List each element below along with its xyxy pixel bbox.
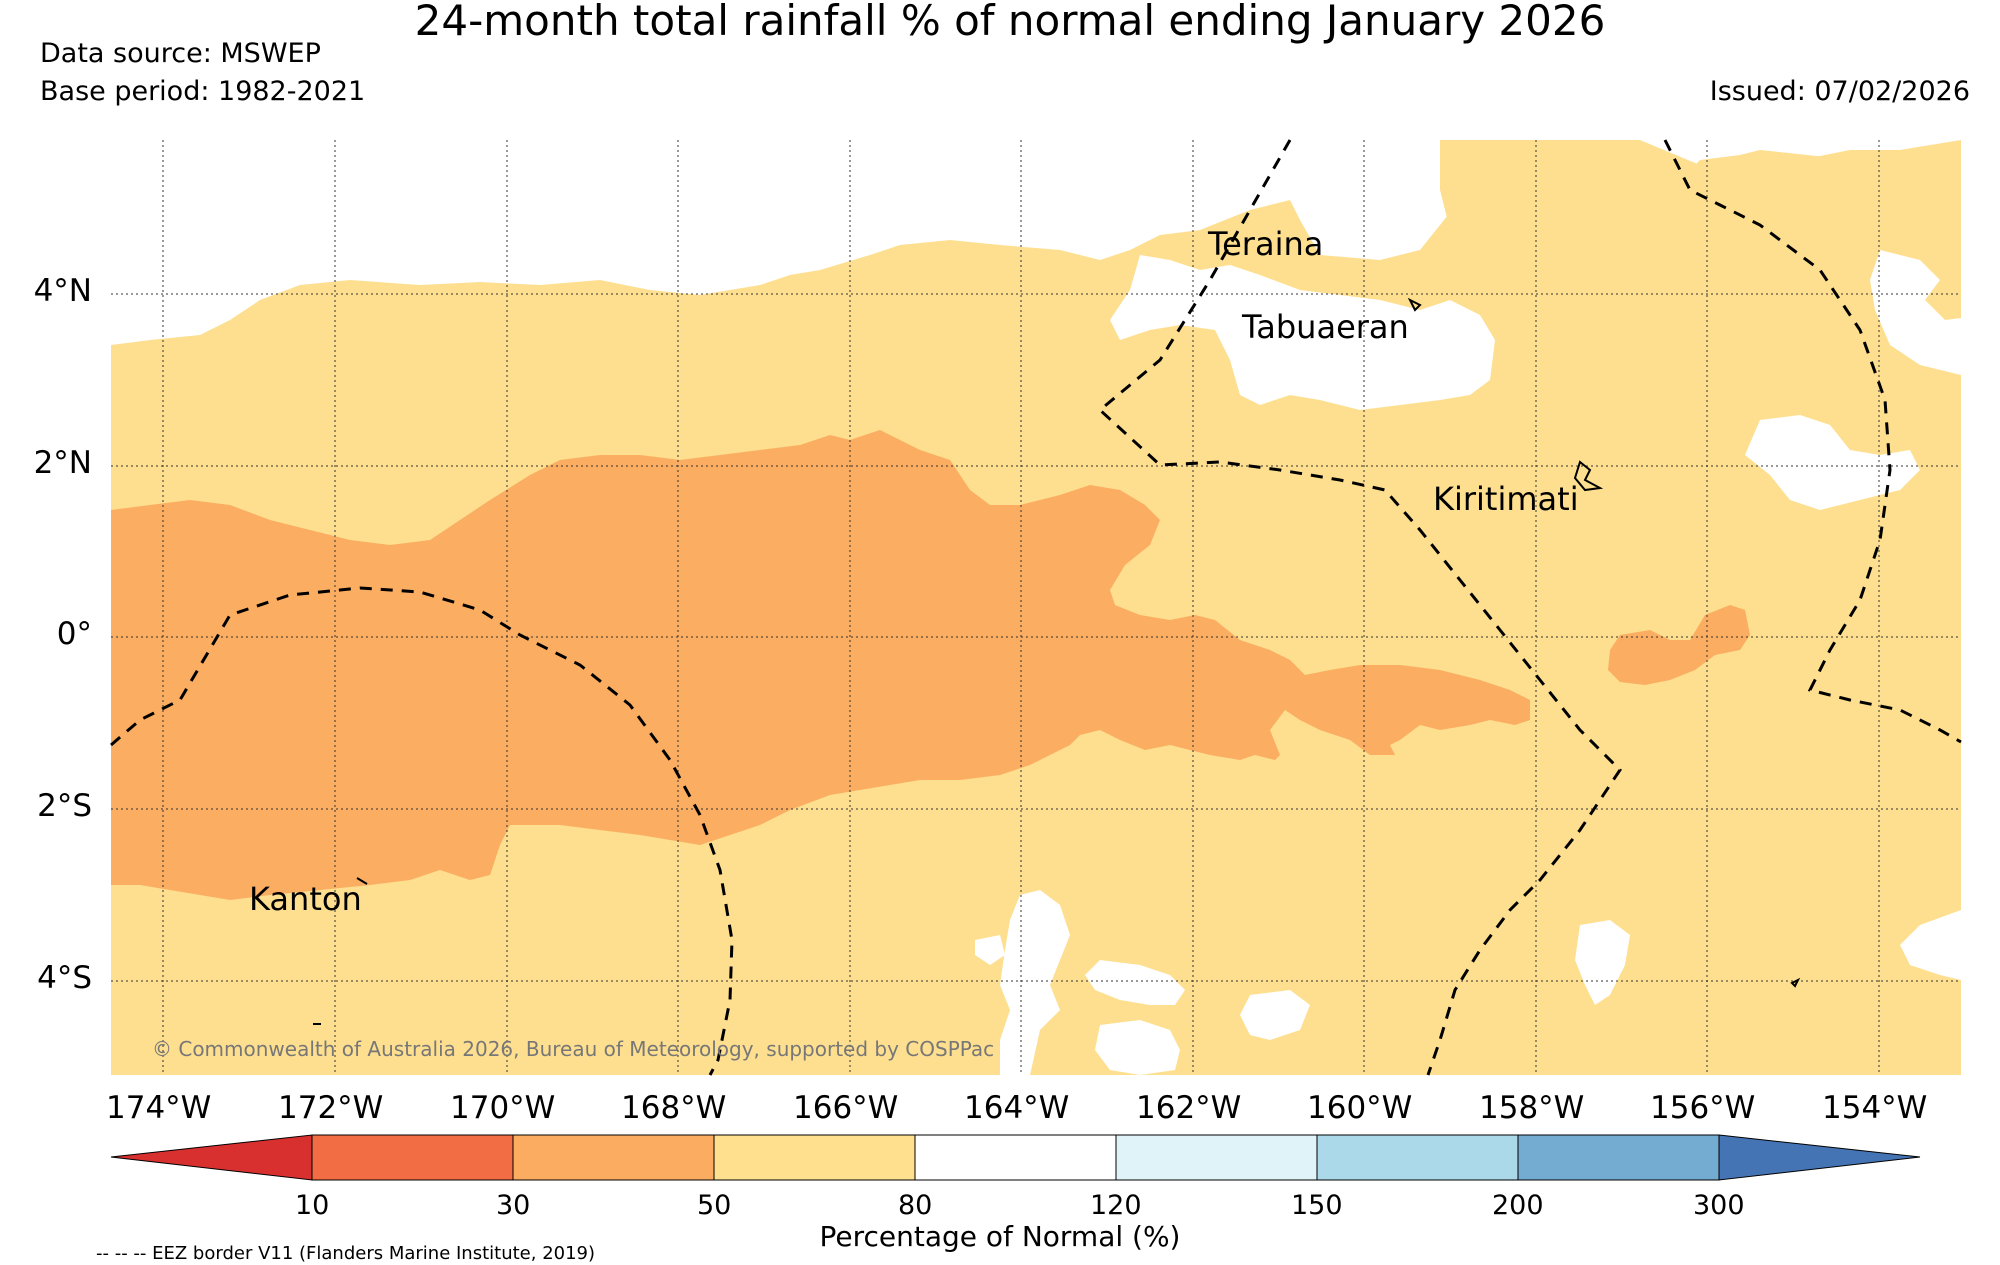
colorbar-segment-above-300	[1718, 1134, 1921, 1181]
colorbar-tick-120: 120	[1090, 1190, 1142, 1221]
copyright-note: © Commonwealth of Australia 2026, Bureau…	[152, 1037, 995, 1061]
colorbar-tick-150: 150	[1291, 1190, 1343, 1221]
place-label-teraina: Teraina	[1208, 225, 1324, 263]
lat-label-2n: 2°N	[33, 445, 92, 481]
white-blob-southeast	[1900, 910, 1961, 980]
colorbar-segment-30-50	[512, 1134, 715, 1181]
data-source: Data source: MSWEP	[40, 38, 321, 69]
place-label-kanton: Kanton	[249, 880, 362, 918]
grid	[111, 140, 1961, 1075]
white-region-north	[111, 140, 1961, 345]
lon-label-174w: 174°W	[106, 1090, 212, 1126]
colorbar-tick-80: 80	[898, 1190, 933, 1221]
colorbar-tick-300: 300	[1693, 1190, 1745, 1221]
lat-label-4n: 4°N	[33, 273, 92, 309]
eez-legend-note: -- -- -- EEZ border V11 (Flanders Marine…	[96, 1243, 596, 1264]
lat-label-4s: 4°S	[37, 960, 92, 996]
lat-label-0: 0°	[56, 616, 92, 652]
eez-borders	[110, 139, 1962, 1076]
lon-label-172w: 172°W	[278, 1090, 384, 1126]
lon-label-156w: 156°W	[1650, 1090, 1756, 1126]
colorbar-segment-150-200	[1316, 1134, 1519, 1181]
white-blob-south-5	[1575, 920, 1630, 1005]
lon-label-160w: 160°W	[1307, 1090, 1413, 1126]
colorbar-segment-50-80	[713, 1134, 916, 1181]
lat-label-2s: 2°S	[37, 788, 92, 824]
orange-blob-east	[1608, 605, 1750, 685]
islands	[313, 297, 1801, 1025]
white-blob-south-4	[1240, 990, 1310, 1040]
white-blob-south-6	[975, 935, 1005, 965]
white-blob-south-1	[1000, 890, 1070, 1075]
colorbar-title: Percentage of Normal (%)	[819, 1220, 1181, 1253]
white-blob-east	[1745, 415, 1920, 510]
colorbar-tick-50: 50	[697, 1190, 732, 1221]
colorbar-tick-10: 10	[295, 1190, 330, 1221]
colorbar-tick-30: 30	[496, 1190, 531, 1221]
lon-label-162w: 162°W	[1136, 1090, 1242, 1126]
yellow-northeast	[1440, 140, 1961, 270]
lon-label-170w: 170°W	[450, 1090, 556, 1126]
lon-label-166w: 166°W	[793, 1090, 899, 1126]
lon-label-164w: 164°W	[964, 1090, 1070, 1126]
map-title: 24-month total rainfall % of normal endi…	[414, 0, 1606, 45]
place-label-tabuaeran: Tabuaeran	[1242, 308, 1409, 346]
colorbar-segment-120-150	[1115, 1134, 1318, 1181]
white-blob-northeast	[1870, 250, 1961, 375]
lon-label-168w: 168°W	[621, 1090, 727, 1126]
base-period: Base period: 1982-2021	[40, 76, 366, 107]
colorbar	[110, 1134, 1921, 1181]
issued-date: Issued: 07/02/2026	[1709, 76, 1970, 107]
colorbar-segment-80-120	[914, 1134, 1117, 1181]
colorbar-tick-200: 200	[1492, 1190, 1544, 1221]
lon-label-158w: 158°W	[1479, 1090, 1585, 1126]
place-label-kiritimati: Kiritimati	[1433, 480, 1579, 518]
colorbar-segment-200-300	[1517, 1134, 1720, 1181]
orange-band-30-50	[111, 430, 1530, 900]
white-blob-south-2	[1085, 960, 1185, 1005]
white-blob-south-3	[1095, 1020, 1180, 1075]
lon-label-154w: 154°W	[1822, 1090, 1928, 1126]
colorbar-segment-10-30	[311, 1134, 514, 1181]
colorbar-segment-below-10	[110, 1134, 313, 1181]
